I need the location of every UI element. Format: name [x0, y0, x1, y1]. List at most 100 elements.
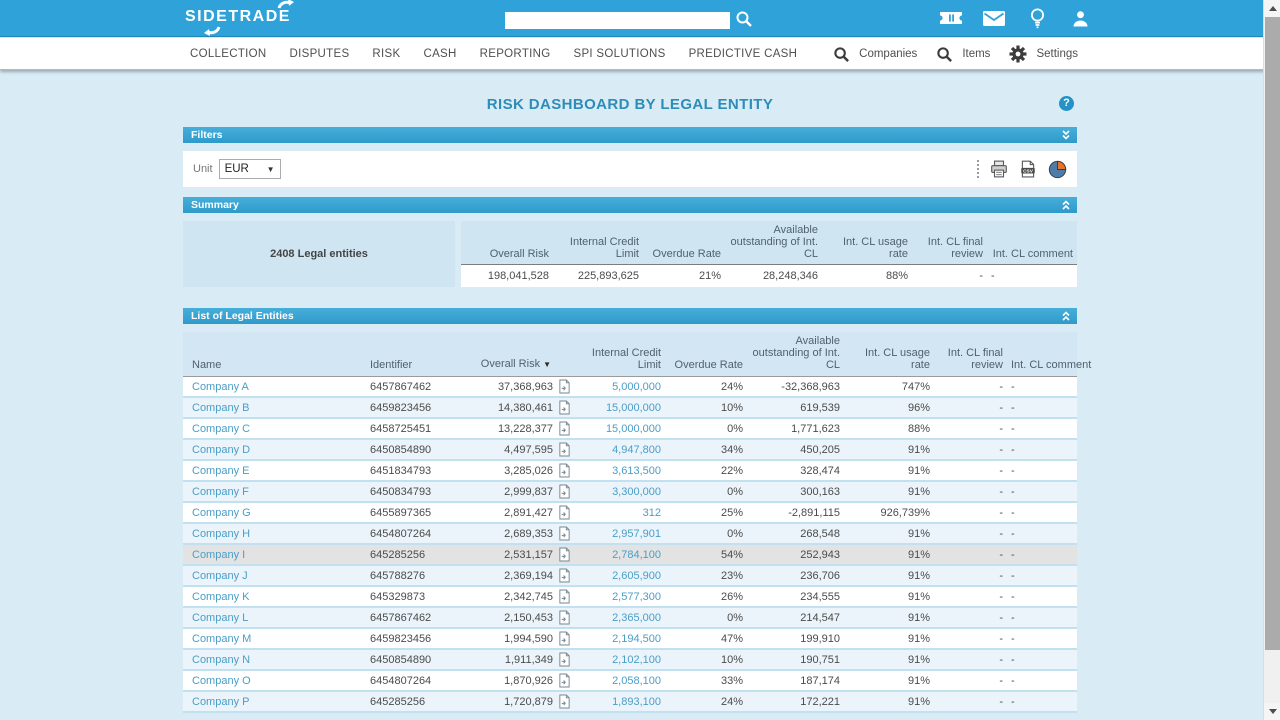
nav-item-disputes[interactable]: DISPUTES: [289, 48, 350, 60]
credit-limit-link[interactable]: 15,000,000: [605, 401, 661, 414]
col-header-final-review[interactable]: Int. CL final review: [934, 332, 1007, 377]
credit-limit-link[interactable]: 2,194,500: [612, 632, 661, 645]
sidetrade-logo[interactable]: SIDETRADE: [185, 0, 294, 36]
credit-limit-link[interactable]: 312: [642, 506, 661, 519]
nav-item-collection[interactable]: COLLECTION: [190, 48, 267, 60]
risk-report-icon[interactable]: [558, 589, 571, 604]
nav-item-predictive-cash[interactable]: PREDICTIVE CASH: [688, 48, 798, 60]
nav-item-risk[interactable]: RISK: [372, 48, 401, 60]
tickets-icon[interactable]: [938, 7, 964, 29]
credit-limit-link[interactable]: 3,300,000: [612, 485, 661, 498]
chevron-down-icon[interactable]: [1061, 129, 1071, 146]
risk-report-icon[interactable]: [558, 568, 571, 583]
table-row[interactable]: Company C 6458725451 13,228,377 15,000,000 0…: [183, 418, 1077, 440]
risk-report-icon[interactable]: [558, 547, 571, 562]
table-row[interactable]: Company F 6450834793 2,999,837 3,300,000 0% 3…: [183, 481, 1077, 503]
table-row[interactable]: Company P 645285256 1,720,879 1,893,100 24% 1…: [183, 691, 1077, 713]
summary-panel-header[interactable]: Summary: [183, 197, 1077, 213]
table-row[interactable]: Company H 6454807264 2,689,353 2,957,901 0% 2…: [183, 523, 1077, 545]
mail-icon[interactable]: [981, 7, 1007, 29]
table-row[interactable]: Company E 6451834793 3,285,026 3,613,500 22%…: [183, 460, 1077, 482]
risk-report-icon[interactable]: [558, 505, 571, 520]
user-icon[interactable]: [1067, 7, 1093, 29]
table-row[interactable]: Company L 6457867462 2,150,453 2,365,000 0% 2…: [183, 607, 1077, 629]
table-row[interactable]: Company K 645329873 2,342,745 2,577,300 26% 2…: [183, 586, 1077, 608]
nav-settings[interactable]: Settings: [1036, 48, 1078, 60]
nav-item-cash[interactable]: CASH: [423, 48, 457, 60]
risk-report-icon[interactable]: [558, 379, 571, 394]
col-header-available[interactable]: Available outstanding of Int. CL: [747, 332, 844, 377]
credit-limit-link[interactable]: 2,784,100: [612, 548, 661, 561]
risk-report-icon[interactable]: [558, 484, 571, 499]
credit-limit-link[interactable]: 2,102,100: [612, 653, 661, 666]
unit-select[interactable]: EUR ▼: [218, 159, 281, 179]
filters-panel-header[interactable]: Filters: [183, 127, 1077, 143]
search-icon[interactable]: [936, 46, 953, 63]
table-row[interactable]: Company B 6459823456 14,380,461 15,000,000 1…: [183, 397, 1077, 419]
company-link[interactable]: Company H: [192, 527, 251, 540]
chevron-up-icon[interactable]: [1061, 310, 1071, 327]
col-header-credit-limit[interactable]: Internal Credit Limit: [575, 332, 665, 377]
credit-limit-link[interactable]: 2,577,300: [612, 590, 661, 603]
company-link[interactable]: Company C: [192, 422, 251, 435]
risk-report-icon[interactable]: [558, 463, 571, 478]
table-row[interactable]: Company M 6459823456 1,994,590 2,194,500 47%…: [183, 628, 1077, 650]
company-link[interactable]: Company L: [192, 611, 249, 624]
credit-limit-link[interactable]: 2,605,900: [612, 569, 661, 582]
scroll-up-icon[interactable]: [1264, 0, 1280, 17]
nav-item-reporting[interactable]: REPORTING: [479, 48, 551, 60]
risk-report-icon[interactable]: [558, 610, 571, 625]
pie-chart-icon[interactable]: [1047, 159, 1067, 179]
toolbar-handle[interactable]: [977, 160, 979, 178]
vertical-scrollbar[interactable]: [1263, 0, 1280, 720]
credit-limit-link[interactable]: 5,000,000: [612, 380, 661, 393]
credit-limit-link[interactable]: 2,957,901: [612, 527, 661, 540]
col-header-usage-rate[interactable]: Int. CL usage rate: [844, 332, 934, 377]
company-link[interactable]: Company O: [192, 674, 251, 687]
global-search-input[interactable]: [505, 11, 730, 29]
company-link[interactable]: Company J: [192, 569, 248, 582]
risk-report-icon[interactable]: [558, 400, 571, 415]
scrollbar-thumb[interactable]: [1265, 17, 1280, 650]
credit-limit-link[interactable]: 4,947,800: [612, 443, 661, 456]
table-row[interactable]: Company A 6457867462 37,368,963 5,000,000 24…: [183, 376, 1077, 398]
nav-companies[interactable]: Companies: [859, 48, 918, 60]
credit-limit-link[interactable]: 3,613,500: [612, 464, 661, 477]
risk-report-icon[interactable]: [558, 652, 571, 667]
help-icon[interactable]: ?: [1059, 96, 1074, 111]
credit-limit-link[interactable]: 15,000,000: [605, 422, 661, 435]
col-header-identifier[interactable]: Identifier: [366, 332, 461, 377]
credit-limit-link[interactable]: 2,365,000: [612, 611, 661, 624]
search-icon[interactable]: [734, 10, 754, 30]
table-row[interactable]: Company N 6450854890 1,911,349 2,102,100 10%…: [183, 649, 1077, 671]
company-link[interactable]: Company E: [192, 464, 250, 477]
risk-report-icon[interactable]: [558, 631, 571, 646]
credit-limit-link[interactable]: 1,893,100: [612, 695, 661, 708]
table-row[interactable]: Company J 645788276 2,369,194 2,605,900 23% 2…: [183, 565, 1077, 587]
export-csv-icon[interactable]: CSV: [1018, 159, 1038, 179]
risk-report-icon[interactable]: [558, 526, 571, 541]
company-link[interactable]: Company N: [192, 653, 251, 666]
gear-icon[interactable]: [1009, 45, 1027, 63]
company-link[interactable]: Company G: [192, 506, 251, 519]
table-row[interactable]: Company D 6450854890 4,497,595 4,947,800 34%…: [183, 439, 1077, 461]
risk-report-icon[interactable]: [558, 673, 571, 688]
risk-report-icon[interactable]: [558, 694, 571, 709]
col-header-overdue-rate[interactable]: Overdue Rate: [665, 332, 747, 377]
chevron-up-icon[interactable]: [1061, 199, 1071, 216]
nav-item-spi-solutions[interactable]: SPI SOLUTIONS: [573, 48, 666, 60]
company-link[interactable]: Company B: [192, 401, 250, 414]
print-icon[interactable]: [989, 159, 1009, 179]
lightbulb-icon[interactable]: [1024, 7, 1050, 29]
company-link[interactable]: Company I: [192, 548, 246, 561]
company-link[interactable]: Company P: [192, 695, 250, 708]
company-link[interactable]: Company A: [192, 380, 249, 393]
search-icon[interactable]: [833, 46, 850, 63]
col-header-name[interactable]: Name: [183, 332, 366, 377]
risk-report-icon[interactable]: [558, 442, 571, 457]
company-link[interactable]: Company D: [192, 443, 251, 456]
table-row[interactable]: Company G 6455897365 2,891,427 312 25% -2,891…: [183, 502, 1077, 524]
company-link[interactable]: Company F: [192, 485, 249, 498]
col-header-comment[interactable]: Int. CL comment: [1007, 332, 1091, 377]
scroll-down-icon[interactable]: [1264, 703, 1280, 720]
